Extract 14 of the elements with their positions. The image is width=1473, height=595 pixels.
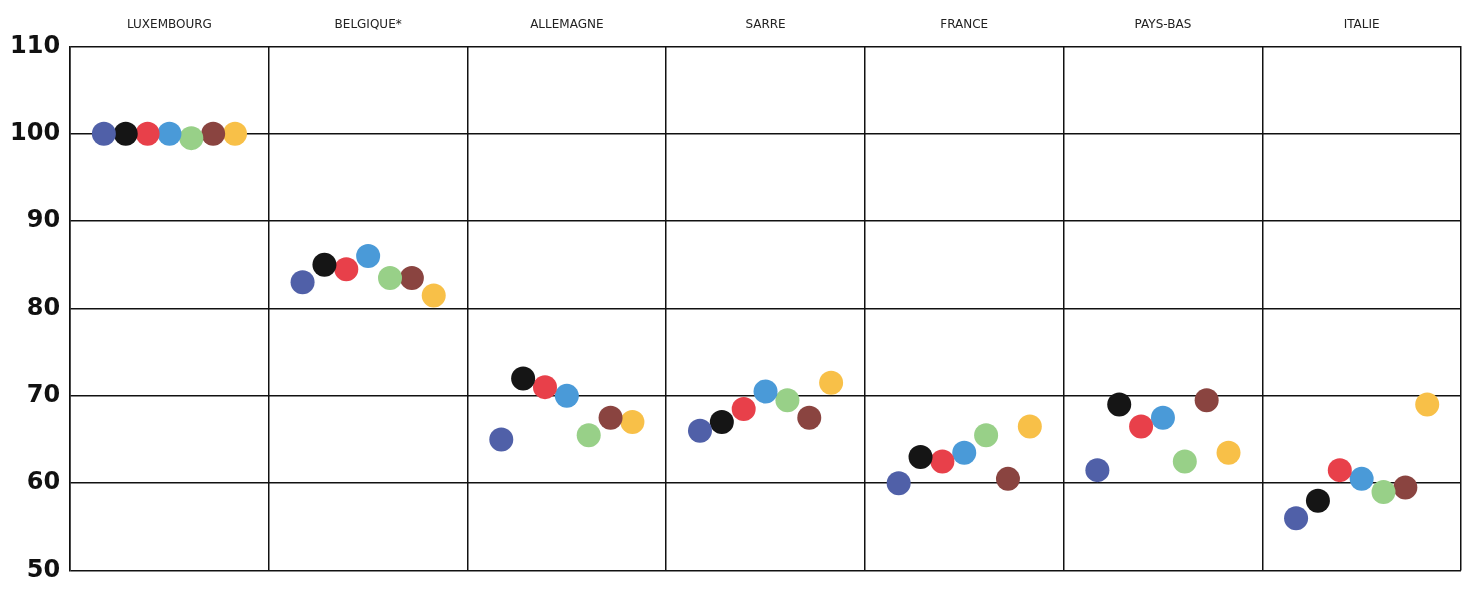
x-tick-label: FRANCE xyxy=(940,17,989,32)
y-tick-label: 100 xyxy=(9,118,61,146)
y-tick-label: 70 xyxy=(26,380,61,409)
y-tick-label: 50 xyxy=(26,554,61,583)
y-tick-label: 110 xyxy=(9,30,61,59)
x-tick-label: ALLEMAGNE xyxy=(530,17,604,32)
x-tick-label: BELGIQUE* xyxy=(334,17,402,32)
x-tick-label: PAYS-BAS xyxy=(1134,17,1192,32)
x-tick-label: ITALIE xyxy=(1343,17,1380,32)
x-tick-label: LUXEMBOURG xyxy=(126,17,212,32)
y-tick-label: 80 xyxy=(26,292,61,321)
y-tick-label: 90 xyxy=(26,205,61,234)
x-tick-label: SARRE xyxy=(745,17,786,32)
y-tick-label: 60 xyxy=(26,467,61,496)
